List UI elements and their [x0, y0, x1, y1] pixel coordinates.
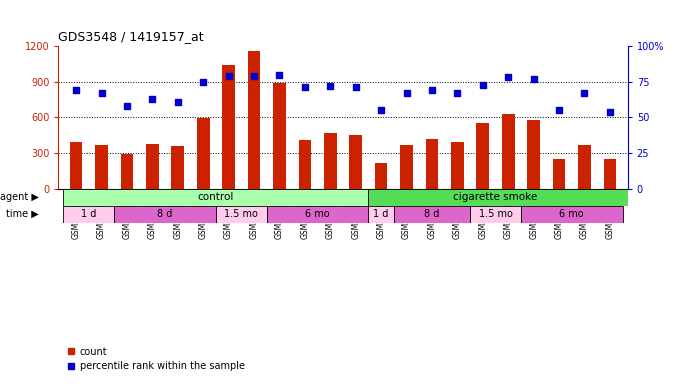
Bar [115, 205, 216, 223]
Bar [400, 145, 413, 189]
Text: GDS3548 / 1419157_at: GDS3548 / 1419157_at [58, 30, 204, 43]
Text: agent ▶: agent ▶ [0, 192, 38, 202]
Bar [368, 189, 635, 205]
Point [554, 107, 565, 113]
Point [248, 73, 259, 79]
Point [477, 81, 488, 88]
Bar [553, 159, 565, 189]
Bar [578, 145, 591, 189]
Bar [375, 163, 388, 189]
Bar [216, 205, 267, 223]
Text: 8 d: 8 d [157, 209, 173, 219]
Bar [477, 122, 489, 189]
Point [71, 87, 82, 93]
Bar [172, 146, 184, 189]
Point [299, 84, 310, 91]
Bar [70, 142, 82, 189]
Bar [349, 134, 362, 189]
Point [376, 107, 387, 113]
Point [96, 90, 107, 96]
Bar [63, 205, 115, 223]
Bar [425, 139, 438, 189]
Point [452, 90, 463, 96]
Bar [324, 133, 337, 189]
Bar [521, 205, 623, 223]
Bar [298, 140, 311, 189]
Bar [470, 205, 521, 223]
Bar [267, 205, 368, 223]
Point [223, 73, 234, 79]
Text: 1 d: 1 d [373, 209, 389, 219]
Bar [248, 51, 261, 189]
Point [121, 103, 132, 109]
Bar [273, 83, 286, 189]
Point [579, 90, 590, 96]
Legend: count, percentile rank within the sample: count, percentile rank within the sample [63, 343, 248, 375]
Point [172, 99, 183, 105]
Point [274, 71, 285, 78]
Point [147, 96, 158, 102]
Bar [368, 205, 394, 223]
Point [427, 87, 438, 93]
Bar [197, 119, 209, 189]
Text: 8 d: 8 d [424, 209, 440, 219]
Bar [604, 159, 616, 189]
Point [351, 84, 362, 91]
Point [604, 109, 615, 115]
Text: time ▶: time ▶ [5, 209, 38, 219]
Text: 1.5 mo: 1.5 mo [479, 209, 512, 219]
Bar [528, 120, 540, 189]
Bar [63, 189, 368, 205]
Point [324, 83, 335, 89]
Bar [451, 142, 464, 189]
Bar [95, 145, 108, 189]
Text: 6 mo: 6 mo [305, 209, 330, 219]
Bar [146, 144, 158, 189]
Point [503, 74, 514, 81]
Bar [222, 65, 235, 189]
Text: 1 d: 1 d [81, 209, 97, 219]
Text: control: control [198, 192, 234, 202]
Point [198, 79, 209, 85]
Text: cigarette smoke: cigarette smoke [453, 192, 538, 202]
Bar [502, 114, 514, 189]
Bar [394, 205, 470, 223]
Point [401, 90, 412, 96]
Text: 1.5 mo: 1.5 mo [224, 209, 258, 219]
Bar [121, 154, 133, 189]
Point [528, 76, 539, 82]
Text: 6 mo: 6 mo [560, 209, 584, 219]
